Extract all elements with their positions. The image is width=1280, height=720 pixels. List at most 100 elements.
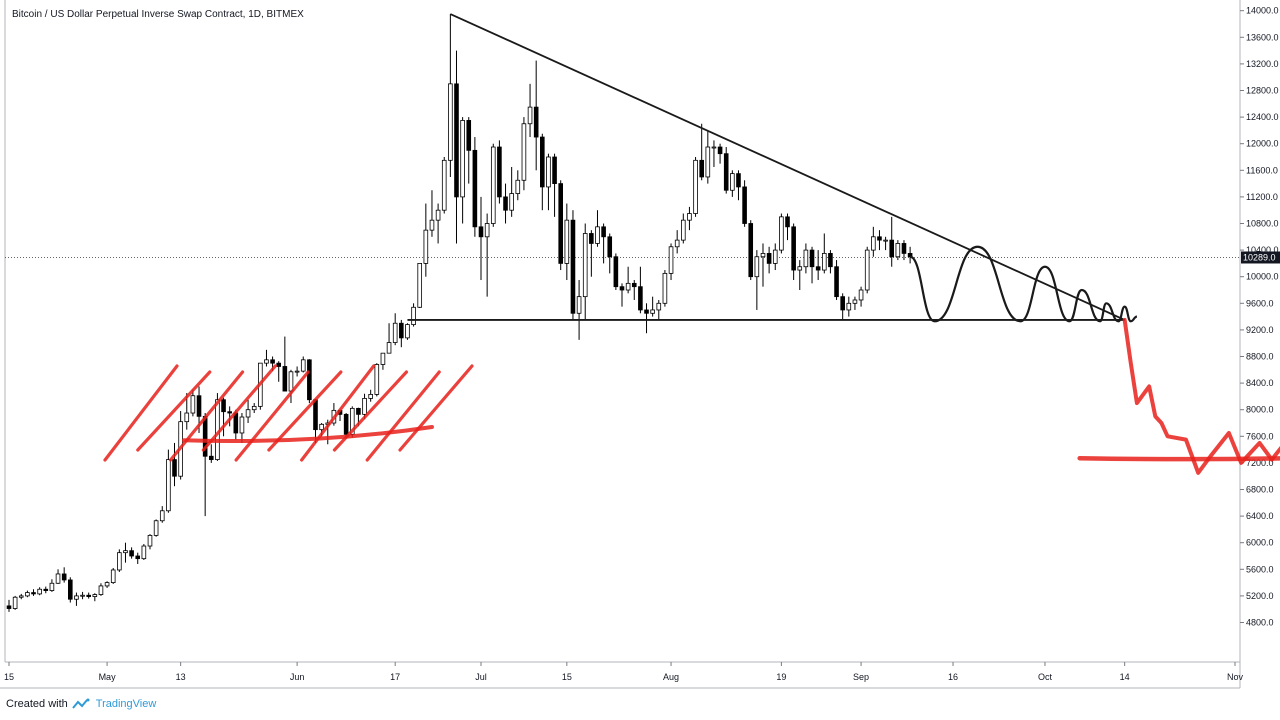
candle-body[interactable] bbox=[503, 196, 508, 211]
candle-body[interactable] bbox=[521, 123, 527, 181]
candle-body[interactable] bbox=[515, 179, 521, 194]
candle-body[interactable] bbox=[631, 282, 637, 288]
candle-body[interactable] bbox=[711, 146, 717, 149]
candle-body[interactable] bbox=[533, 106, 539, 138]
candle-body[interactable] bbox=[674, 239, 680, 248]
candle-body[interactable] bbox=[196, 395, 202, 417]
candle-body[interactable] bbox=[141, 545, 147, 560]
candle-body[interactable] bbox=[399, 322, 404, 339]
candle-body[interactable] bbox=[392, 322, 398, 343]
candle-body[interactable] bbox=[6, 605, 12, 609]
candle-body[interactable] bbox=[668, 246, 674, 274]
candle-body[interactable] bbox=[785, 216, 790, 228]
candle-body[interactable] bbox=[368, 394, 373, 399]
candle-body[interactable] bbox=[221, 399, 226, 413]
candle-body[interactable] bbox=[362, 397, 367, 415]
candle-body[interactable] bbox=[484, 223, 490, 238]
candle-body[interactable] bbox=[736, 173, 741, 188]
candle-body[interactable] bbox=[527, 106, 533, 125]
candle-body[interactable] bbox=[889, 239, 895, 258]
candle-body[interactable] bbox=[172, 459, 177, 477]
candle-body[interactable] bbox=[570, 219, 576, 314]
candle-body[interactable] bbox=[699, 159, 704, 178]
candle-body[interactable] bbox=[74, 595, 79, 600]
candle-body[interactable] bbox=[435, 209, 441, 221]
candle-body[interactable] bbox=[245, 409, 251, 418]
red-support-line-2[interactable] bbox=[1077, 454, 1280, 462]
candle-body[interactable] bbox=[356, 407, 361, 415]
candle-body[interactable] bbox=[797, 266, 803, 271]
candle-body[interactable] bbox=[687, 213, 692, 221]
red-projection-path[interactable] bbox=[1122, 257, 1280, 475]
candle-body[interactable] bbox=[901, 243, 907, 254]
candle-body[interactable] bbox=[705, 146, 711, 178]
candle-body[interactable] bbox=[540, 136, 545, 188]
candle-body[interactable] bbox=[558, 183, 563, 264]
candle-body[interactable] bbox=[294, 370, 300, 373]
candle-body[interactable] bbox=[374, 364, 380, 395]
candle-body[interactable] bbox=[546, 156, 551, 188]
candle-body[interactable] bbox=[343, 413, 349, 435]
candle-body[interactable] bbox=[589, 233, 594, 244]
candle-body[interactable] bbox=[86, 594, 91, 597]
candle-body[interactable] bbox=[846, 302, 852, 311]
candle-body[interactable] bbox=[681, 219, 686, 241]
candle-body[interactable] bbox=[871, 236, 876, 251]
candle-body[interactable] bbox=[190, 395, 196, 414]
projected-wave[interactable] bbox=[909, 245, 1138, 323]
red-support-line[interactable] bbox=[182, 424, 434, 444]
candle-body[interactable] bbox=[166, 459, 171, 512]
candle-body[interactable] bbox=[184, 412, 190, 423]
candle-body[interactable] bbox=[37, 588, 42, 595]
candle-body[interactable] bbox=[625, 282, 631, 291]
candle-body[interactable] bbox=[147, 534, 153, 547]
candle-body[interactable] bbox=[313, 399, 318, 431]
candle-body[interactable] bbox=[815, 266, 821, 271]
candle-body[interactable] bbox=[619, 286, 625, 291]
candle-body[interactable] bbox=[43, 588, 49, 591]
candle-body[interactable] bbox=[478, 226, 484, 238]
candle-body[interactable] bbox=[49, 582, 55, 591]
candle-body[interactable] bbox=[472, 149, 478, 228]
candle-body[interactable] bbox=[490, 146, 496, 224]
candle-body[interactable] bbox=[821, 253, 827, 271]
candle-body[interactable] bbox=[129, 550, 134, 557]
candle-body[interactable] bbox=[754, 256, 760, 278]
candle-body[interactable] bbox=[582, 233, 588, 298]
candle-body[interactable] bbox=[135, 555, 141, 560]
candle-body[interactable] bbox=[834, 266, 839, 298]
candle-body[interactable] bbox=[662, 272, 668, 304]
candle-body[interactable] bbox=[251, 405, 257, 411]
candle-body[interactable] bbox=[123, 550, 128, 554]
candle-body[interactable] bbox=[656, 302, 662, 311]
candle-body[interactable] bbox=[809, 249, 815, 268]
candle-body[interactable] bbox=[693, 159, 698, 214]
candle-body[interactable] bbox=[159, 510, 165, 522]
candle-body[interactable] bbox=[766, 253, 772, 264]
candle-body[interactable] bbox=[25, 592, 30, 597]
candle-body[interactable] bbox=[117, 552, 122, 571]
candle-body[interactable] bbox=[282, 366, 288, 392]
candle-body[interactable] bbox=[319, 423, 324, 431]
candle-body[interactable] bbox=[441, 159, 447, 211]
candle-body[interactable] bbox=[270, 359, 275, 364]
candle-body[interactable] bbox=[276, 362, 282, 367]
candle-body[interactable] bbox=[55, 573, 61, 584]
candle-body[interactable] bbox=[644, 309, 649, 314]
candle-body[interactable] bbox=[239, 416, 245, 434]
candle-body[interactable] bbox=[552, 156, 557, 185]
candle-body[interactable] bbox=[208, 455, 214, 460]
candle-body[interactable] bbox=[98, 585, 104, 595]
candle-body[interactable] bbox=[638, 286, 643, 311]
candle-body[interactable] bbox=[31, 592, 36, 595]
candle-body[interactable] bbox=[883, 239, 888, 242]
candle-body[interactable] bbox=[840, 296, 845, 311]
candle-body[interactable] bbox=[650, 309, 655, 314]
candle-body[interactable] bbox=[80, 594, 85, 597]
candle-body[interactable] bbox=[411, 306, 416, 325]
candle-body[interactable] bbox=[61, 573, 67, 581]
candle-body[interactable] bbox=[730, 173, 735, 191]
candle-body[interactable] bbox=[405, 324, 410, 339]
candle-body[interactable] bbox=[760, 253, 766, 258]
